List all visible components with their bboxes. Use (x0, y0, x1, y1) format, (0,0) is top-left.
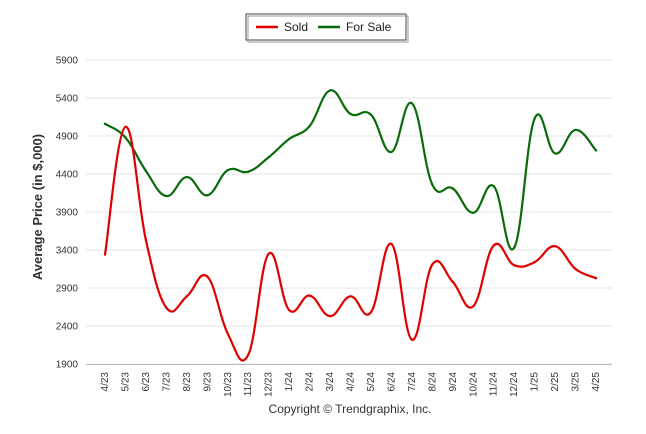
x-tick-label: 3/24 (325, 372, 336, 392)
x-tick-label: 6/24 (386, 372, 397, 392)
x-tick-label: 2/24 (305, 372, 316, 392)
data-point-for-sale (144, 169, 148, 173)
y-tick-label: 5900 (56, 56, 79, 67)
data-point-for-sale (226, 169, 229, 172)
y-tick-label: 4400 (56, 170, 79, 181)
data-point-for-sale (267, 156, 270, 159)
x-tick-label: 5/24 (366, 372, 377, 392)
data-point-sold (328, 314, 332, 318)
y-tick-label: 2900 (56, 284, 79, 295)
data-point-sold (553, 245, 557, 248)
y-axis-title: Average Price (in $,000) (30, 134, 45, 280)
data-point-for-sale (247, 170, 250, 173)
data-point-sold (472, 305, 475, 308)
data-point-sold (533, 260, 536, 264)
data-point-for-sale (574, 128, 577, 132)
data-point-for-sale (553, 152, 557, 155)
data-point-for-sale (390, 150, 393, 154)
data-point-for-sale (103, 122, 107, 126)
data-point-sold (574, 267, 577, 271)
data-point-sold (349, 295, 352, 298)
data-point-for-sale (206, 194, 209, 197)
legend-label-sold: Sold (284, 20, 308, 34)
x-tick-label: 10/23 (223, 372, 234, 397)
data-point-for-sale (410, 102, 414, 105)
x-tick-label: 9/23 (202, 372, 213, 392)
data-point-sold (369, 311, 373, 314)
x-tick-label: 4/23 (100, 372, 111, 392)
series-layer (103, 89, 598, 362)
data-point-sold (390, 242, 393, 246)
x-tick-label: 3/25 (571, 372, 582, 392)
data-point-sold (206, 275, 209, 278)
x-tick-label: 6/23 (141, 372, 152, 392)
data-point-sold (492, 244, 495, 247)
data-point-for-sale (165, 194, 168, 198)
gridlines (86, 59, 612, 365)
data-point-for-sale (472, 211, 475, 214)
y-tick-label: 2400 (56, 322, 79, 333)
data-point-for-sale (431, 183, 434, 186)
copyright-credit: Copyright © Trendgraphix, Inc. (269, 402, 432, 416)
x-tick-label: 7/23 (161, 372, 172, 392)
data-point-sold (410, 338, 414, 341)
y-tick-label: 5400 (56, 94, 79, 105)
data-point-for-sale (533, 117, 536, 120)
data-point-for-sale (492, 184, 495, 188)
series-line-for-sale (103, 89, 598, 251)
data-point-sold (594, 276, 598, 280)
data-point-for-sale (512, 246, 516, 249)
data-point-for-sale (349, 112, 352, 116)
data-point-sold (247, 353, 250, 357)
x-tick-label: 9/24 (448, 372, 459, 392)
data-point-for-sale (287, 137, 291, 141)
data-point-sold (308, 294, 311, 297)
data-point-sold (165, 306, 168, 309)
data-point-sold (431, 263, 434, 266)
data-point-sold (287, 308, 291, 312)
x-tick-label: 8/24 (427, 372, 438, 392)
data-point-sold (144, 238, 148, 242)
legend: Sold For Sale (245, 13, 409, 43)
x-tick-label: 4/24 (346, 372, 357, 392)
y-tick-label: 3400 (56, 246, 79, 257)
y-tick-label: 1900 (56, 360, 79, 371)
legend-label-for-sale: For Sale (346, 20, 392, 34)
y-tick-label: 4900 (56, 132, 79, 143)
legend-shadow (247, 15, 409, 43)
x-tick-label: 4/25 (591, 372, 602, 392)
data-point-sold (267, 252, 270, 255)
data-point-sold (451, 280, 454, 284)
x-tick-label: 8/23 (182, 372, 193, 392)
data-point-for-sale (451, 187, 454, 190)
data-point-sold (124, 125, 127, 129)
x-tick-label: 1/25 (530, 372, 541, 392)
data-point-sold (103, 253, 107, 256)
data-point-for-sale (369, 113, 373, 116)
x-tick-label: 12/23 (264, 372, 275, 397)
data-point-sold (226, 332, 229, 335)
x-axis-ticks: 4/23 5/23 6/23 7/23 8/23 9/23 10/23 11/23 12/23 1… (100, 372, 602, 397)
y-axis-ticks: 1900 2400 2900 3400 3900 4400 4900 5400 5900 (56, 56, 79, 371)
data-point-for-sale (308, 124, 311, 128)
x-tick-label: 2/25 (550, 372, 561, 392)
x-tick-label: 5/23 (120, 372, 131, 392)
y-tick-label: 3900 (56, 208, 79, 219)
x-tick-label: 12/24 (509, 372, 520, 397)
x-tick-label: 11/23 (243, 372, 254, 397)
x-tick-label: 10/24 (468, 372, 479, 397)
series-line-sold (103, 125, 598, 362)
data-point-sold (185, 295, 189, 298)
data-point-for-sale (594, 149, 598, 152)
x-tick-label: 7/24 (407, 372, 418, 392)
data-point-for-sale (124, 136, 127, 139)
x-tick-label: 11/24 (489, 372, 500, 397)
data-point-for-sale (328, 89, 332, 92)
x-tick-label: 1/24 (284, 372, 295, 392)
data-point-for-sale (185, 175, 189, 179)
data-point-sold (512, 264, 516, 267)
